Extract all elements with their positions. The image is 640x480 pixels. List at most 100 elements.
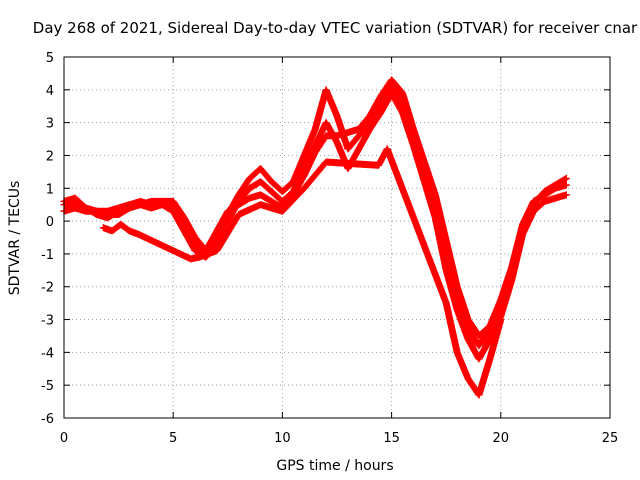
track-segment bbox=[323, 87, 341, 119]
track-segment bbox=[508, 222, 526, 270]
track-segment bbox=[236, 185, 253, 204]
y-tick-label: 2 bbox=[46, 149, 54, 164]
track-segment bbox=[205, 247, 220, 257]
track-segment bbox=[399, 110, 417, 148]
x-tick-labels: 0 5 10 15 20 25 bbox=[60, 431, 618, 446]
track-segment bbox=[388, 84, 406, 106]
track-segment bbox=[432, 192, 450, 244]
x-tick-label: 20 bbox=[493, 431, 510, 446]
track-segment bbox=[268, 179, 285, 195]
track-segment bbox=[236, 201, 263, 218]
track-segment bbox=[366, 110, 384, 132]
track-segment bbox=[290, 172, 308, 198]
track-segment bbox=[159, 197, 176, 205]
track-segment bbox=[475, 356, 494, 398]
track-segment bbox=[442, 238, 461, 289]
tick-marks bbox=[63, 56, 611, 419]
y-tick-labels: -6 -5 -4 -3 -2 -1 0 1 2 3 4 5 bbox=[41, 51, 54, 427]
track-segment bbox=[384, 146, 450, 306]
track-segment bbox=[486, 317, 504, 362]
track-segment bbox=[301, 159, 329, 191]
track-segment bbox=[197, 250, 211, 261]
track-segment bbox=[345, 126, 362, 136]
track-segment bbox=[519, 199, 537, 227]
track-segment bbox=[454, 307, 472, 342]
x-axis-label: GPS time / hours bbox=[276, 458, 393, 474]
series-track-3 bbox=[60, 76, 570, 340]
track-segment bbox=[454, 350, 472, 381]
track-segment bbox=[279, 179, 296, 195]
track-segment bbox=[135, 231, 194, 262]
track-segment bbox=[257, 179, 275, 195]
track-segment bbox=[268, 188, 285, 205]
track-segment bbox=[105, 204, 121, 215]
track-segment bbox=[399, 90, 417, 132]
track-segment bbox=[542, 185, 558, 198]
track-segment bbox=[356, 120, 373, 139]
track-segment bbox=[454, 284, 472, 322]
y-tick-label: -2 bbox=[41, 281, 54, 296]
y-tick-label: 1 bbox=[46, 182, 54, 197]
track-segment bbox=[345, 133, 362, 152]
track-segment bbox=[421, 179, 439, 221]
track-segment bbox=[213, 208, 231, 234]
track-segment bbox=[72, 195, 89, 211]
track-segment bbox=[235, 175, 253, 198]
track-segment bbox=[170, 208, 188, 234]
track-segment bbox=[443, 268, 461, 312]
y-tick-label: -4 bbox=[41, 346, 54, 361]
track-segment bbox=[312, 133, 329, 155]
y-tick-label: 0 bbox=[46, 215, 54, 230]
track-segment bbox=[118, 221, 133, 234]
track-segment bbox=[442, 300, 461, 355]
track-segment bbox=[301, 126, 319, 158]
y-tick-label: -5 bbox=[41, 379, 54, 394]
track-segment bbox=[356, 113, 373, 132]
track-segment bbox=[476, 323, 493, 339]
x-tick-label: 10 bbox=[274, 431, 291, 446]
track-segment bbox=[203, 228, 220, 254]
track-segment bbox=[553, 191, 569, 202]
y-axis-label: SDTVAR / TECUs bbox=[7, 181, 23, 296]
track-segment bbox=[486, 297, 504, 329]
track-segment bbox=[497, 264, 515, 303]
x-tick-label: 15 bbox=[383, 431, 400, 446]
track-segment bbox=[170, 198, 187, 221]
track-segment bbox=[181, 215, 198, 240]
chart-title: Day 268 of 2021, Sidereal Day-to-day VTE… bbox=[33, 19, 638, 37]
track-segment bbox=[301, 149, 319, 178]
track-segment bbox=[181, 228, 198, 254]
track-segment bbox=[366, 93, 384, 119]
track-segment bbox=[323, 158, 381, 169]
track-segment bbox=[105, 208, 122, 221]
track-segment bbox=[127, 227, 141, 238]
track-segment bbox=[116, 201, 132, 215]
track-segment bbox=[236, 195, 253, 208]
series-track-4 bbox=[99, 145, 505, 399]
track-segment bbox=[257, 166, 275, 185]
y-tick-label: -1 bbox=[41, 248, 54, 263]
track-segment bbox=[366, 100, 384, 126]
track-segment bbox=[552, 175, 569, 188]
track-segment bbox=[214, 212, 242, 254]
track-segment bbox=[388, 77, 406, 96]
track-segment bbox=[553, 181, 569, 192]
grid bbox=[64, 57, 610, 418]
x-tick-label: 0 bbox=[60, 431, 68, 446]
track-segment bbox=[334, 129, 351, 139]
track-segment bbox=[542, 194, 558, 205]
x-tick-label: 5 bbox=[169, 431, 177, 446]
track-segment bbox=[530, 198, 548, 214]
data-points bbox=[60, 76, 570, 399]
y-tick-label: -6 bbox=[41, 412, 54, 427]
track-segment bbox=[421, 159, 439, 198]
y-tick-label: 5 bbox=[46, 51, 54, 66]
track-segment bbox=[410, 143, 428, 185]
plot-frame bbox=[63, 56, 611, 419]
track-segment bbox=[213, 218, 231, 244]
track-segment bbox=[476, 336, 493, 362]
track-segment bbox=[410, 126, 428, 165]
track-segment bbox=[279, 185, 307, 214]
